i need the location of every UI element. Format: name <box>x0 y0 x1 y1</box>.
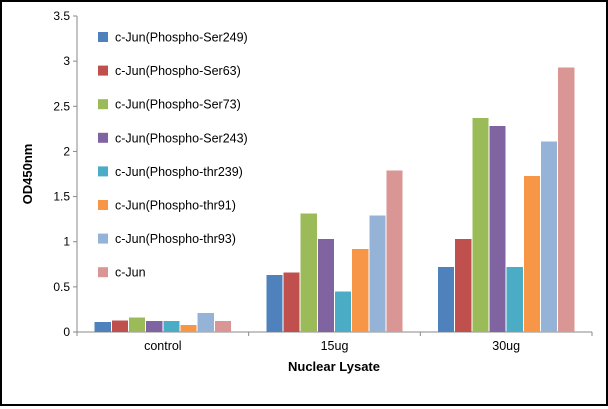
legend-label: c-Jun(Phospho-thr239) <box>115 165 243 179</box>
plot-area: 0 0.5 1 1.5 2 2.5 3 3.5 control 15ug 30ug c-Jun(Pho… <box>53 9 593 353</box>
bar <box>266 275 283 332</box>
bar <box>506 266 523 332</box>
bar <box>335 291 352 332</box>
x-axis-title: Nuclear Lysate <box>288 359 380 374</box>
legend-label: c-Jun <box>115 266 146 280</box>
y-tick-label: 0 <box>63 325 70 339</box>
legend-swatch <box>98 166 108 177</box>
x-category-label: 30ug <box>492 339 520 353</box>
y-tick-label: 3.5 <box>53 9 70 23</box>
legend-label: c-Jun(Phospho-Ser249) <box>115 31 248 45</box>
bar <box>352 248 369 332</box>
bar <box>197 313 214 332</box>
legend-swatch <box>98 233 108 244</box>
y-tick-label: 3 <box>63 54 70 68</box>
y-tick-label: 2.5 <box>53 99 70 113</box>
y-tick-label: 0.5 <box>53 280 70 294</box>
bar <box>369 215 386 332</box>
bar <box>523 175 540 332</box>
bar <box>146 321 163 332</box>
bar-chart: 0 0.5 1 1.5 2 2.5 3 3.5 control 15ug 30ug c-Jun(Pho… <box>20 9 593 374</box>
legend-label: c-Jun(Phospho-Ser63) <box>115 64 241 78</box>
bar <box>214 321 231 332</box>
bar <box>438 266 455 332</box>
bar <box>541 141 558 332</box>
y-tick-label: 1 <box>63 235 70 249</box>
legend-label: c-Jun(Phospho-thr93) <box>115 232 236 246</box>
y-axis-title: OD450nm <box>20 144 35 205</box>
legend-swatch <box>98 267 108 278</box>
legend-swatch <box>98 32 108 42</box>
legend-label: c-Jun(Phospho-Ser243) <box>115 131 248 145</box>
legend-swatch <box>98 132 108 143</box>
bar <box>111 320 128 332</box>
legend-swatch <box>98 200 108 210</box>
legend-label: c-Jun(Phospho-Ser73) <box>115 98 241 112</box>
legend-swatch <box>98 99 108 110</box>
bar <box>472 118 489 333</box>
bar <box>455 239 472 332</box>
bar <box>283 272 300 332</box>
bar <box>317 239 334 332</box>
bar <box>180 324 197 332</box>
bar <box>129 317 146 332</box>
bar <box>300 213 317 332</box>
legend-swatch <box>98 65 108 76</box>
y-tick-label: 1.5 <box>53 190 70 204</box>
bar <box>489 126 506 333</box>
y-tick-label: 2 <box>63 144 70 158</box>
bar <box>163 321 180 332</box>
bar <box>386 170 403 332</box>
x-category-label: 15ug <box>321 339 349 353</box>
x-category-label: control <box>144 339 182 353</box>
bar <box>558 67 575 333</box>
bar <box>94 322 111 332</box>
legend-label: c-Jun(Phospho-thr91) <box>115 199 236 213</box>
